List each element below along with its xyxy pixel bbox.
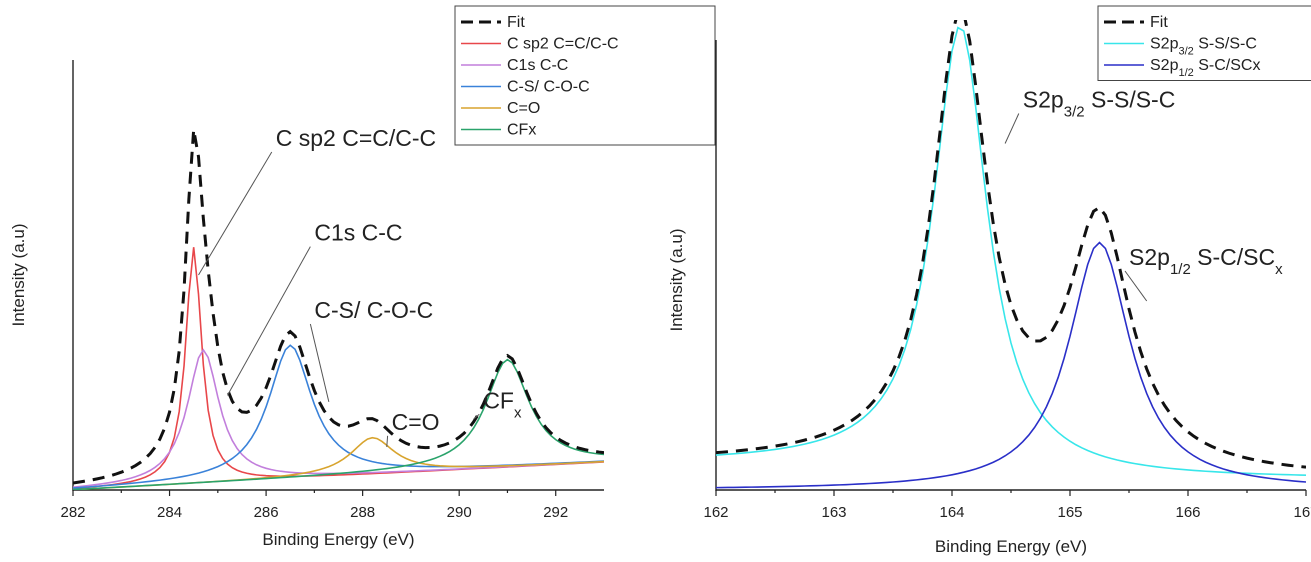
legend-entry-label: Fit xyxy=(507,14,525,31)
series-cfx-curve xyxy=(73,358,604,490)
x-tick-label: 290 xyxy=(447,504,472,521)
legend-entry-label: S2p3/2 S-S/S-C xyxy=(1150,36,1257,58)
legend-entry-label: C1s C-C xyxy=(507,57,568,74)
legend-entry-label: C-S/ C-O-C xyxy=(507,79,590,96)
peak-annotation: C1s C-C xyxy=(314,220,402,246)
peak-annotation: S2p1/2 S-C/SCx xyxy=(1129,244,1283,278)
y-axis-title: Intensity (a.u) xyxy=(9,224,28,327)
annotation-leader-line xyxy=(386,435,389,448)
annotation-leader-line xyxy=(309,323,330,402)
x-tick-label: 166 xyxy=(1175,504,1200,521)
y-axis-title: Intensity (a.u) xyxy=(667,229,686,332)
legend: Fit C sp2 C=C/C-C C1s C-C C-S/ C-O-C C=O CFx xyxy=(454,5,716,146)
peak-annotation: CFx xyxy=(483,387,522,421)
series-s2p1-2-s-c-scx-curve xyxy=(716,241,1306,489)
legend-entry-label: C=O xyxy=(507,100,540,117)
series-c1s-c-c-curve xyxy=(73,348,604,488)
x-axis-title: Binding Energy (eV) xyxy=(262,530,414,549)
x-tick-label: 292 xyxy=(543,504,568,521)
series-s2p3-2-s-s-s-c-curve xyxy=(716,26,1306,476)
annotation-leader-line xyxy=(1004,113,1020,144)
x-tick-label: 163 xyxy=(821,504,846,521)
legend-entry-label: CFx xyxy=(507,122,536,139)
x-tick-label: 162 xyxy=(703,504,728,521)
legend-entry-label: C sp2 C=C/C-C xyxy=(507,36,619,53)
series-fit-curve xyxy=(716,20,1306,469)
s2p-spectrum-panel: 162 163 164 165 166 167 Binding Energy (eV) Int… xyxy=(667,5,1311,556)
legend-box xyxy=(454,5,716,146)
x-tick-label: 286 xyxy=(254,504,279,521)
x-tick-label: 165 xyxy=(1057,504,1082,521)
peak-annotation: C-S/ C-O-C xyxy=(314,297,433,323)
legend-entry-label: S2p1/2 S-C/SCx xyxy=(1150,57,1260,79)
c1s-spectrum-panel: 282 284 286 288 290 292 Binding Energy (eV) Int… xyxy=(9,5,716,549)
annotation-leader-line xyxy=(1124,270,1148,302)
annotation-leader-line xyxy=(473,413,480,420)
x-tick-label: 284 xyxy=(157,504,182,521)
x-tick-label: 167 xyxy=(1293,504,1311,521)
annotation-leader-line xyxy=(198,151,273,276)
series-fit-curve xyxy=(73,129,604,485)
peak-annotation: S2p3/2 S-S/S-C xyxy=(1023,87,1176,121)
annotation-leader-line xyxy=(227,246,311,396)
x-tick-label: 282 xyxy=(60,504,85,521)
x-axis-title: Binding Energy (eV) xyxy=(935,537,1087,556)
curves xyxy=(716,20,1306,489)
x-tick-label: 164 xyxy=(939,504,964,521)
peak-annotation: C=O xyxy=(392,409,440,435)
x-tick-label: 288 xyxy=(350,504,375,521)
curves xyxy=(73,129,604,490)
legend-entry-label: Fit xyxy=(1150,14,1168,31)
peak-annotation: C sp2 C=C/C-C xyxy=(276,125,436,151)
